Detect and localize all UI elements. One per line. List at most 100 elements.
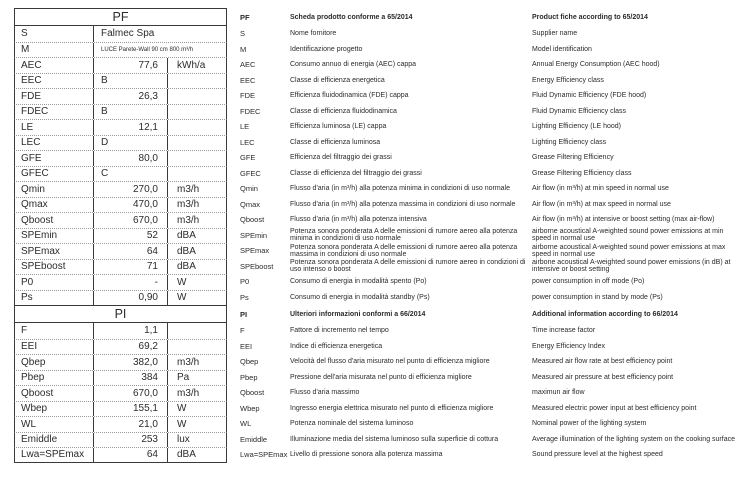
- description-italian: Livello di pressione sonora alla potenza…: [290, 451, 443, 459]
- parameter-unit: m3/h: [167, 182, 226, 197]
- parameter-value: 670,0: [132, 387, 158, 399]
- parameter-code: Ps: [15, 290, 94, 305]
- description-english: Measured air pressure at best efficiency…: [532, 373, 674, 381]
- description-english: Grease Filtering Efficiency class: [532, 169, 632, 177]
- description-english: Measured air flow rate at best efficienc…: [532, 358, 673, 366]
- legend-code: GFE: [240, 153, 256, 163]
- spec-table-row: LE LE 12,1: [14, 119, 227, 135]
- parameter-code: SPEmin: [15, 228, 94, 243]
- parameter-unit: dBA: [167, 259, 226, 274]
- description-english: Grease Filtering Efficiency: [532, 154, 614, 162]
- legend-code: LE: [240, 122, 250, 132]
- spec-row: SPEmin SPEmin 52 dBA SPEmin Potenza sono…: [14, 227, 740, 243]
- legend-code: SPEboost: [240, 261, 274, 271]
- parameter-code: SPEmax: [15, 244, 94, 259]
- spec-table-row: Emiddle Emiddle 253 lux: [14, 431, 227, 447]
- legend-code: Qboost: [240, 388, 265, 398]
- description-italian: Classe di efficienza del filtraggio dei …: [290, 169, 422, 177]
- parameter-unit: [167, 151, 226, 166]
- parameter-code: F: [15, 323, 94, 339]
- parameter-value: Falmec Spa: [101, 28, 155, 40]
- legend-code: P0: [240, 277, 250, 287]
- description-english: Measured electric power input at best ef…: [532, 404, 697, 412]
- description-italian: Consumo annuo di energia (AEC) cappa: [290, 61, 417, 69]
- spec-row: Qmin Qmin 270,0 m3/h Qmin Flusso d'aria …: [14, 181, 740, 197]
- spec-table-row: PI PI: [14, 305, 227, 323]
- description-italian: Consumo di energia in modalità standby (…: [290, 293, 430, 301]
- spec-row: Qmax Qmax 470,0 m3/h Qmax Flusso d'aria …: [14, 196, 740, 212]
- legend-code: EEI: [240, 341, 253, 351]
- legend-code: M: [240, 44, 247, 54]
- parameter-unit: [167, 89, 226, 104]
- parameter-code: Qmin: [15, 182, 94, 197]
- parameter-code: SPEboost: [15, 259, 94, 274]
- spec-row: WL WL 21,0 W WL Potenza nominale del sis…: [14, 416, 740, 432]
- parameter-unit: m3/h: [167, 355, 226, 370]
- parameter-unit: lux: [167, 432, 226, 447]
- parameter-code: LE: [15, 120, 94, 135]
- spec-table-row: P0 P0 - W: [14, 274, 227, 290]
- parameter-code: AEC: [15, 58, 94, 73]
- spec-table-row: SPEmax SPEmax 64 dBA: [14, 243, 227, 259]
- description-english: Additional information according to 66/2…: [532, 310, 678, 318]
- spec-table-row: Lwa=SPEmax Lwa=SPEmax 64 dBA: [14, 447, 227, 463]
- spec-table-row: LEC LEC D: [14, 134, 227, 150]
- parameter-code: Qmax: [15, 197, 94, 212]
- parameter-code: Pbep: [15, 370, 94, 385]
- spec-table-row: Qboost Qboost 670,0 m3/h: [14, 385, 227, 401]
- spec-row: F F 1,1 F Fattore di incremento nel temp…: [14, 323, 740, 339]
- parameter-value: C: [101, 168, 109, 180]
- spec-table-row: SPEboost SPEboost 71 dBA: [14, 258, 227, 274]
- parameter-unit: W: [167, 417, 226, 432]
- parameter-unit: m3/h: [167, 386, 226, 401]
- description-italian: Efficienza luminosa (LE) cappa: [290, 123, 387, 131]
- parameter-value: -: [154, 276, 158, 288]
- legend-code: Emiddle: [240, 434, 268, 444]
- spec-table-row: Qmin Qmin 270,0 m3/h: [14, 181, 227, 197]
- description-english: airborne acoustical A-weighted sound pow…: [532, 243, 726, 258]
- description-english: power consumption in off mode (Po): [532, 278, 645, 286]
- description-italian: Potenza sonora ponderata A delle emissio…: [290, 228, 518, 243]
- legend-code: EEC: [240, 75, 256, 85]
- spec-row: EEC EEC B EEC Classe di efficienza energ…: [14, 72, 740, 88]
- parameter-value: 71: [146, 261, 158, 273]
- description-italian: Classe di efficienza fluidodinamica: [290, 107, 397, 115]
- spec-table-row: Pbep Pbep 384 Pa: [14, 369, 227, 385]
- description-italian: Ulteriori informazioni conformi a 66/201…: [290, 310, 426, 318]
- parameter-unit: kWh/a: [167, 58, 226, 73]
- description-english: Air flow (in m³/h) at min speed in norma…: [532, 185, 669, 193]
- parameter-code: FDEC: [15, 104, 94, 119]
- parameter-value: 69,2: [138, 341, 158, 353]
- description-italian: Illuminazione media del sistema luminoso…: [290, 435, 499, 443]
- parameter-unit: W: [167, 290, 226, 305]
- parameter-value: 80,0: [138, 152, 158, 164]
- spec-table-row: FDEC FDEC B: [14, 103, 227, 119]
- parameter-value: 382,0: [132, 356, 158, 368]
- parameter-code: S: [15, 26, 94, 42]
- description-english: airbone acoustical A-weighted sound powe…: [532, 259, 731, 274]
- parameter-value: 52: [146, 230, 158, 242]
- parameter-value: 64: [146, 449, 158, 461]
- parameter-value: 670,0: [132, 214, 158, 226]
- parameter-unit: m3/h: [167, 197, 226, 212]
- parameter-code: M: [15, 42, 94, 57]
- legend-code: Pbep: [240, 372, 258, 382]
- parameter-value: 384: [141, 372, 158, 384]
- spec-table-row: EEI EEI 69,2: [14, 338, 227, 354]
- description-italian: Classe di efficienza luminosa: [290, 138, 381, 146]
- legend-code: Qmin: [240, 184, 258, 194]
- description-english: Sound pressure level at the highest spee…: [532, 451, 663, 459]
- parameter-unit: [167, 166, 226, 181]
- legend-code: FDEC: [240, 106, 261, 116]
- spec-table-row: Qmax Qmax 470,0 m3/h: [14, 196, 227, 212]
- spec-row: LE LE 12,1 LE Efficienza luminosa (LE) c…: [14, 119, 740, 135]
- description-italian: Flusso d'aria massimo: [290, 389, 360, 397]
- parameter-unit: Pa: [167, 370, 226, 385]
- section-header: PI: [114, 307, 127, 321]
- spec-table-row: WL WL 21,0 W: [14, 416, 227, 432]
- spec-row: GFE GFE 80,0 GFE Efficienza del filtragg…: [14, 150, 740, 166]
- parameter-value: 155,1: [132, 403, 158, 415]
- description-italian: Velocità del flusso d'aria misurato nel …: [290, 358, 490, 366]
- spec-row: Qboost Qboost 670,0 m3/h Qboost Flusso d…: [14, 385, 740, 401]
- product-fiche-sheet: PF PF PF Scheda prodotto conforme a 65/2…: [14, 8, 740, 463]
